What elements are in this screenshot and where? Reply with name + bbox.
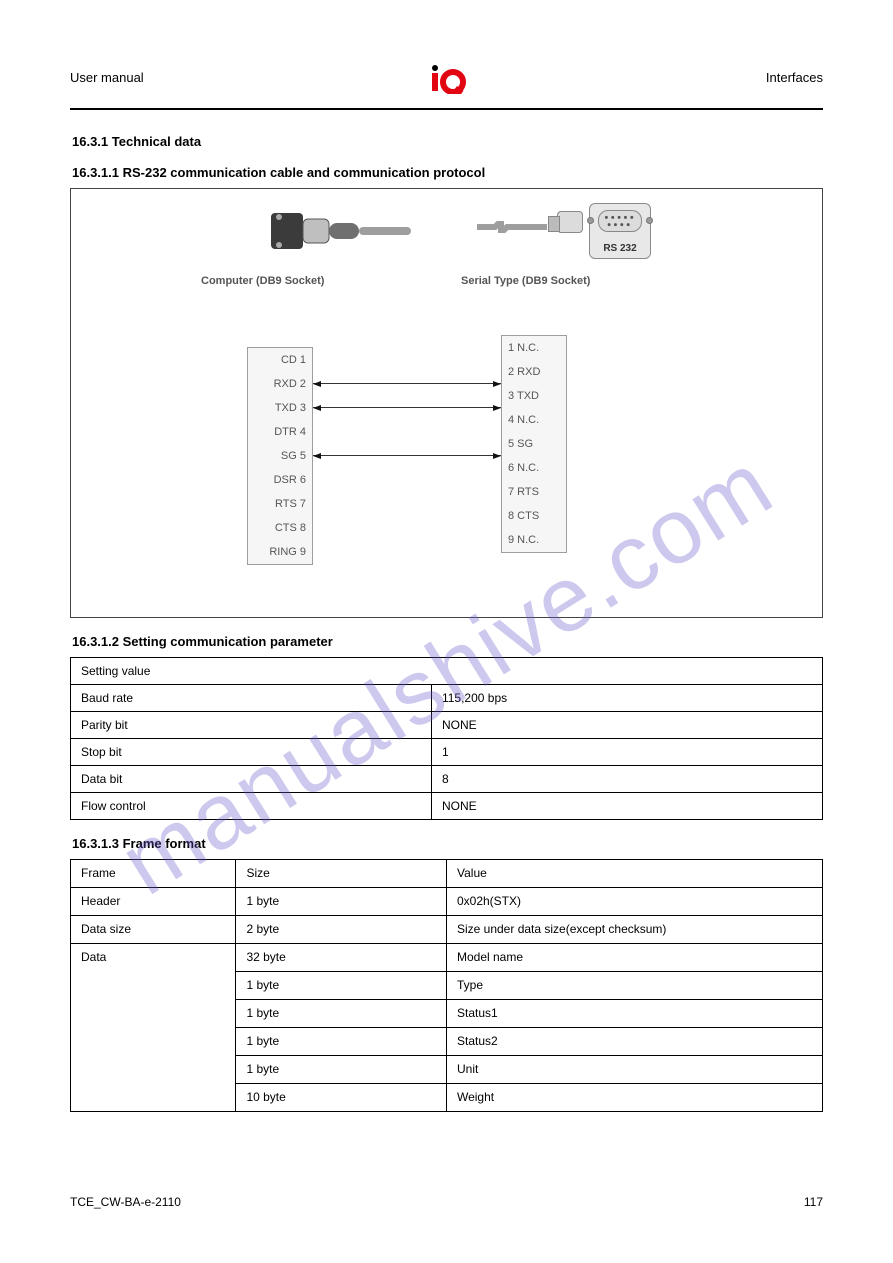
pin-left: DSR 6 [248, 468, 312, 492]
pinout-figure: RS 232 Computer (DB9 Socket) Serial Type… [70, 188, 823, 618]
t2-c: Header [71, 888, 236, 916]
pin-right: 9 N.C. [502, 528, 566, 552]
t2-c-data: Data [71, 944, 236, 1112]
pin-right: 4 N.C. [502, 408, 566, 432]
t2-c: 1 byte [236, 972, 447, 1000]
rs232-port-icon: RS 232 [589, 203, 651, 259]
t1-v: 115,200 bps [431, 685, 822, 712]
footer-page-num: 117 [804, 1195, 823, 1209]
t2-c: 1 byte [236, 1000, 447, 1028]
t2-c: 2 byte [236, 916, 447, 944]
t2-h: Size [236, 860, 447, 888]
header-rule [70, 108, 823, 110]
pin-left: SG 5 [248, 444, 312, 468]
t2-c: 10 byte [236, 1084, 447, 1112]
t1-k: Parity bit [71, 712, 432, 739]
pin-left: CD 1 [248, 348, 312, 372]
t1-k: Baud rate [71, 685, 432, 712]
pin-column-left: CD 1 RXD 2 TXD 3 DTR 4 SG 5 DSR 6 RTS 7 … [247, 347, 313, 565]
cable-kink-icon [477, 221, 547, 233]
t2-c: 1 byte [236, 1056, 447, 1084]
frame-format-table: Frame Size Value Header 1 byte 0x02h(STX… [70, 859, 823, 1112]
pin-left: RING 9 [248, 540, 312, 564]
figure-caption-right: Serial Type (DB9 Socket) [461, 275, 590, 287]
figure-caption-left: Computer (DB9 Socket) [201, 275, 324, 287]
header-left: User manual [70, 70, 144, 85]
t1-v: NONE [431, 793, 822, 820]
pin-column-right: 1 N.C. 2 RXD 3 TXD 4 N.C. 5 SG 6 N.C. 7 … [501, 335, 567, 553]
serial-plug-icon [557, 211, 583, 233]
t1-v: 1 [431, 739, 822, 766]
t2-c: 0x02h(STX) [446, 888, 822, 916]
page-header: User manual Interfaces [70, 70, 823, 116]
t2-c: Data size [71, 916, 236, 944]
pin-left: RXD 2 [248, 372, 312, 396]
pin-right: 6 N.C. [502, 456, 566, 480]
t2-c: 32 byte [236, 944, 447, 972]
t2-c: Type [446, 972, 822, 1000]
pin-right: 5 SG [502, 432, 566, 456]
wire-sg [313, 455, 501, 456]
header-right: Interfaces [766, 70, 823, 85]
pin-left: TXD 3 [248, 396, 312, 420]
t2-c: Weight [446, 1084, 822, 1112]
section-title-frame-format: 16.3.1.3 Frame format [72, 836, 823, 851]
wire-rxd [313, 383, 501, 384]
table1-title: Setting value [71, 658, 823, 685]
t1-v: NONE [431, 712, 822, 739]
rs232-label: RS 232 [590, 243, 650, 254]
t1-k: Flow control [71, 793, 432, 820]
pin-right: 1 N.C. [502, 336, 566, 360]
brand-logo [427, 64, 467, 99]
section-title-protocol: 16.3.1.1 RS-232 communication cable and … [72, 165, 823, 180]
t2-c: Size under data size(except checksum) [446, 916, 822, 944]
pin-right: 7 RTS [502, 480, 566, 504]
footer-model: TCE_CW-BA-e-2110 [70, 1195, 181, 1209]
t1-k: Stop bit [71, 739, 432, 766]
t2-c: 1 byte [236, 888, 447, 916]
page: User manual Interfaces manualshive.com 1… [0, 0, 893, 1263]
db9-plug-icon [271, 203, 411, 261]
t1-v: 8 [431, 766, 822, 793]
pin-left: CTS 8 [248, 516, 312, 540]
cable-illustration: RS 232 [271, 203, 651, 261]
t2-c: Status2 [446, 1028, 822, 1056]
pin-right: 8 CTS [502, 504, 566, 528]
pin-left: RTS 7 [248, 492, 312, 516]
section-title-technical-data: 16.3.1 Technical data [72, 134, 823, 149]
t2-c: Unit [446, 1056, 822, 1084]
t1-k: Data bit [71, 766, 432, 793]
pin-right: 3 TXD [502, 384, 566, 408]
section-title-comm-param: 16.3.1.2 Setting communication parameter [72, 634, 823, 649]
t2-c: Status1 [446, 1000, 822, 1028]
t2-c: 1 byte [236, 1028, 447, 1056]
comm-param-table: Setting value Baud rate115,200 bps Parit… [70, 657, 823, 820]
wire-txd [313, 407, 501, 408]
pin-right: 2 RXD [502, 360, 566, 384]
t2-h: Frame [71, 860, 236, 888]
t2-c: Model name [446, 944, 822, 972]
t2-h: Value [446, 860, 822, 888]
page-footer: TCE_CW-BA-e-2110 117 [70, 1195, 823, 1209]
pin-left: DTR 4 [248, 420, 312, 444]
